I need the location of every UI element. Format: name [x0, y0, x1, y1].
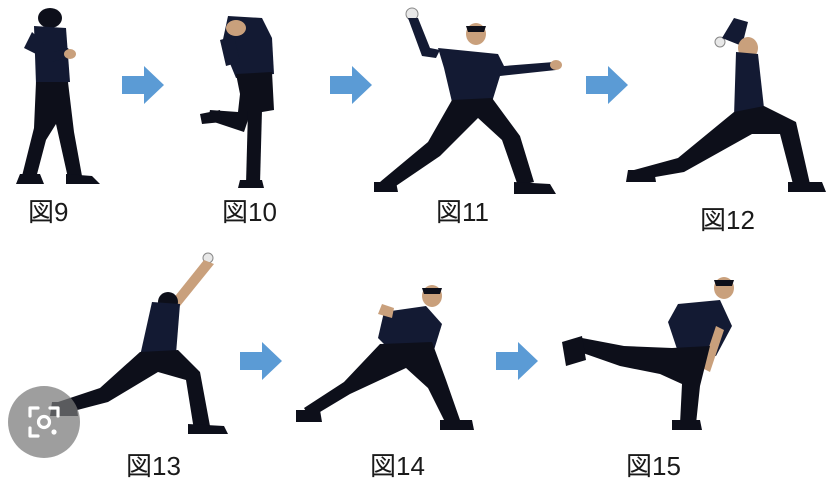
figure-10-photo: [200, 14, 290, 189]
visual-search-button[interactable]: [8, 386, 80, 458]
visual-search-icon: [28, 406, 60, 438]
figure-11-silhouette: [374, 7, 562, 194]
figure-12-label: 図12: [700, 205, 755, 235]
figure-14-silhouette: [296, 285, 474, 430]
figure-14-photo: [296, 284, 476, 434]
figure-15-photo: [560, 276, 750, 436]
right-arrow-icon: [586, 66, 628, 109]
figure-14-label: 図14: [370, 451, 425, 481]
figure-13-label: 図13: [126, 451, 181, 481]
figure-12-photo: [624, 12, 829, 197]
figure-15-silhouette: [562, 277, 734, 430]
figure-9-label: 図9: [28, 197, 69, 227]
right-arrow-icon: [240, 342, 282, 385]
right-arrow-icon: [496, 342, 538, 385]
figure-15-label: 図15: [626, 451, 681, 481]
figure-12-silhouette: [626, 18, 826, 192]
right-arrow-icon: [330, 66, 372, 109]
figure-9-photo: [12, 8, 112, 187]
figure-11-label: 図11: [436, 197, 489, 227]
figure-10-label: 図10: [222, 197, 277, 227]
figure-11-photo: [374, 6, 564, 196]
right-arrow-icon: [122, 66, 164, 109]
figure-10-silhouette: [200, 16, 274, 188]
figure-9-silhouette: [16, 8, 100, 184]
